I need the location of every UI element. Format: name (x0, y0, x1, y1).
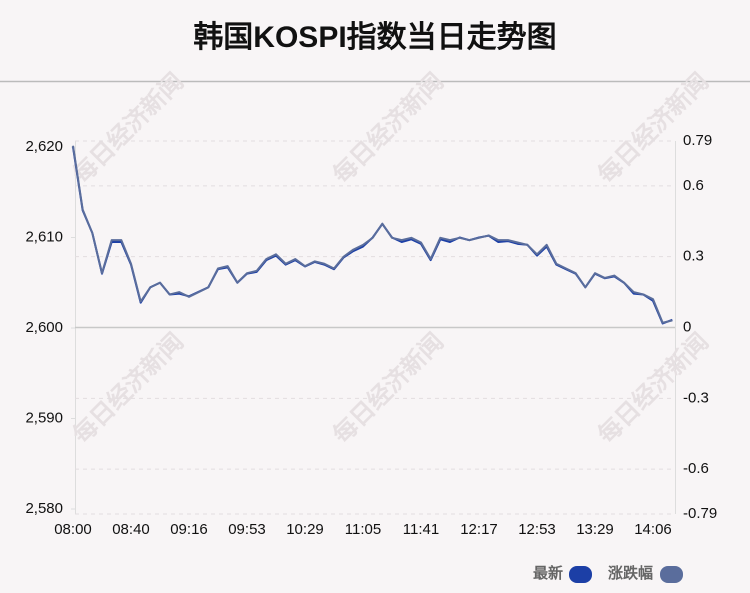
legend-label: 最新 (533, 564, 563, 582)
x-tick-label: 14:06 (634, 521, 672, 538)
y2-tick-label: 0 (683, 318, 691, 335)
y2-tick-label: 0.3 (683, 248, 704, 265)
y-tick-label: 2,600 (25, 319, 63, 336)
y2-tick-label: 0.6 (683, 177, 704, 194)
y2-tick-label: 0.79 (683, 132, 712, 149)
x-tick-label: 12:17 (460, 521, 498, 538)
x-tick-label: 11:41 (403, 521, 439, 538)
x-tick-label: 09:53 (228, 521, 266, 538)
y-tick-label: 2,620 (25, 138, 63, 155)
x-tick-label: 11:05 (345, 521, 381, 538)
y2-tick-label: -0.6 (683, 460, 709, 477)
x-tick-label: 08:40 (112, 521, 150, 538)
y2-tick-label: -0.3 (683, 389, 709, 406)
x-tick-label: 12:53 (518, 521, 556, 538)
x-tick-label: 10:29 (286, 521, 324, 538)
y-tick-label: 2,580 (25, 500, 63, 517)
x-tick-label: 09:16 (170, 521, 208, 538)
x-tick-label: 08:00 (54, 521, 92, 538)
series-line (72, 145, 673, 324)
legend-item: 涨跌幅 (608, 564, 683, 583)
legend-swatch (569, 566, 592, 583)
legend-swatch (660, 566, 683, 583)
y-tick-label: 2,590 (25, 409, 63, 426)
legend-item: 最新 (533, 564, 592, 583)
chart-title: 韩国KOSPI指数当日走势图 (193, 21, 556, 54)
y-tick-label: 2,610 (25, 228, 63, 245)
x-tick-label: 13:29 (576, 521, 614, 538)
legend-label: 涨跌幅 (608, 564, 653, 582)
y2-tick-label: -0.79 (683, 505, 717, 522)
